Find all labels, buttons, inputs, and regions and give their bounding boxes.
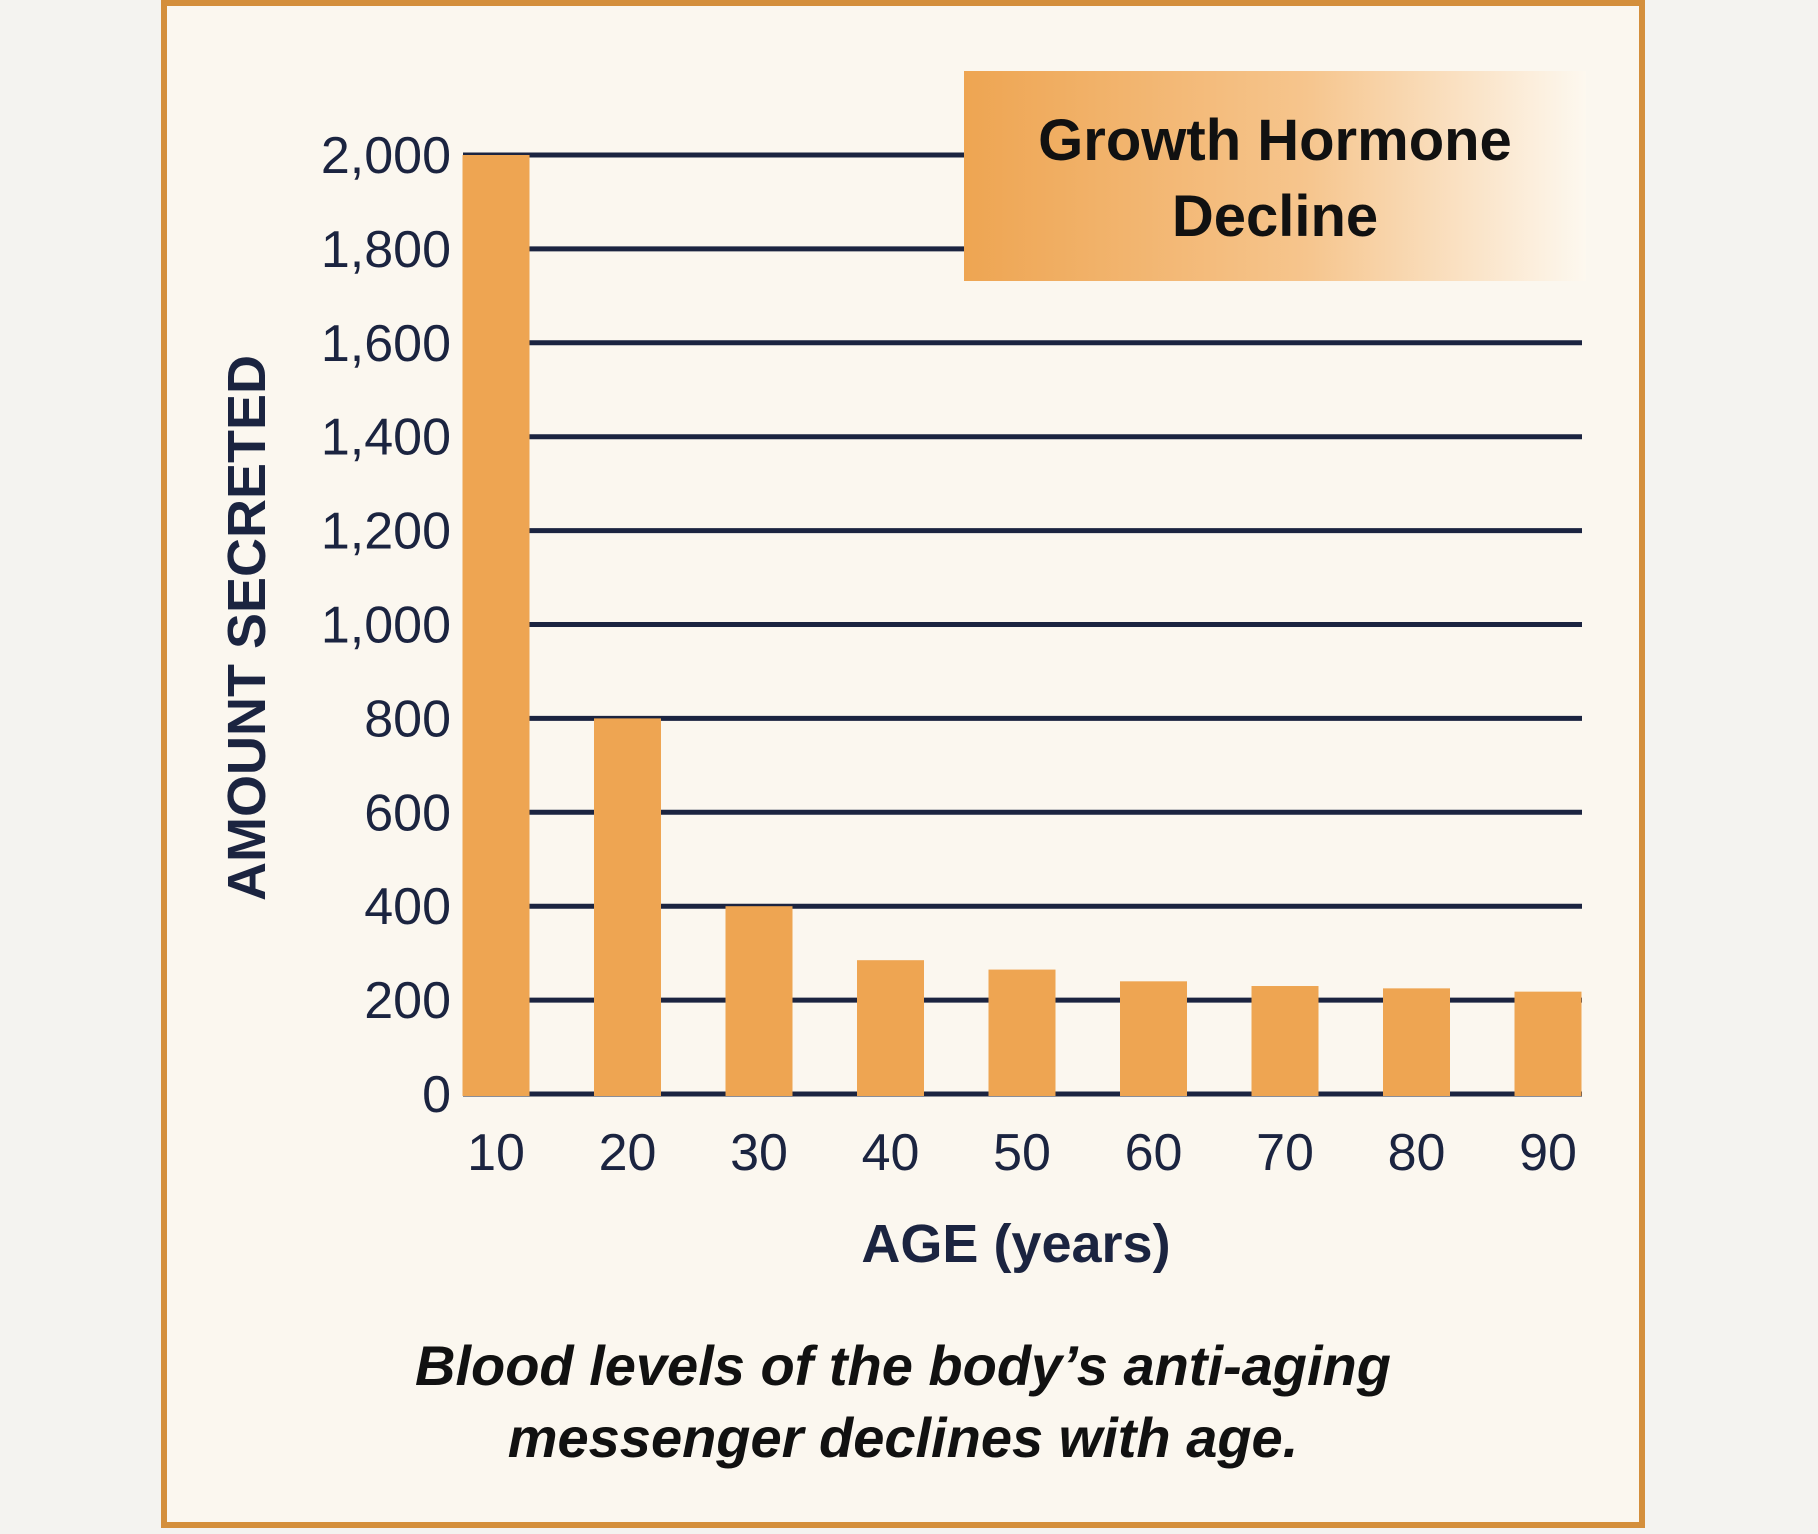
y-tick-label: 600 — [364, 784, 451, 842]
x-tick-label: 60 — [1125, 1124, 1183, 1182]
x-axis-title: AGE (years) — [861, 1214, 1170, 1274]
x-tick-label: 20 — [599, 1124, 657, 1182]
caption-line-2: messenger declines with age. — [507, 1406, 1299, 1469]
y-tick-label: 1,800 — [321, 221, 451, 279]
y-tick-labels: 0 200 400 600 800 1,000 1,200 1,400 1,600 1,800 2,… — [321, 127, 451, 1124]
x-tick-label: 90 — [1519, 1124, 1577, 1182]
y-tick-label: 1,200 — [321, 503, 451, 561]
figure-caption: Blood levels of the body’s anti-aging me… — [161, 1330, 1645, 1474]
bar-age-60 — [1120, 981, 1187, 1096]
y-tick-label: 400 — [364, 878, 451, 936]
y-tick-label: 0 — [422, 1066, 451, 1124]
bar-age-20 — [594, 718, 661, 1096]
bar-age-90 — [1514, 991, 1582, 1096]
y-axis-title: AMOUNT SECRETED — [217, 355, 277, 901]
title-background — [964, 71, 1586, 281]
y-tick-label: 1,600 — [321, 315, 451, 373]
chart-title-line-1: Growth Hormone — [1038, 108, 1512, 173]
chart-title-line-2: Decline — [1172, 184, 1378, 249]
x-tick-label: 30 — [730, 1124, 788, 1182]
caption-line-1: Blood levels of the body’s anti-aging — [415, 1334, 1391, 1397]
y-tick-label: 800 — [364, 690, 451, 748]
bar-age-40 — [857, 960, 924, 1096]
chart-title-box: Growth Hormone Decline — [964, 71, 1586, 281]
x-tick-label: 50 — [993, 1124, 1051, 1182]
bar-age-50 — [988, 969, 1056, 1096]
y-tick-label: 1,400 — [321, 409, 451, 467]
bar-age-80 — [1383, 988, 1450, 1096]
y-tick-label: 2,000 — [321, 127, 451, 185]
bar-age-30 — [725, 906, 793, 1096]
bar-age-70 — [1251, 986, 1319, 1096]
x-tick-label: 40 — [862, 1124, 920, 1182]
x-tick-label: 70 — [1256, 1124, 1314, 1182]
bars — [462, 155, 1582, 1096]
x-tick-labels: 10 20 30 40 50 60 70 80 90 — [467, 1124, 1577, 1182]
y-tick-label: 1,000 — [321, 597, 451, 655]
bar-age-10 — [462, 155, 530, 1096]
y-tick-label: 200 — [364, 972, 451, 1030]
x-tick-label: 80 — [1388, 1124, 1446, 1182]
x-tick-label: 10 — [467, 1124, 525, 1182]
